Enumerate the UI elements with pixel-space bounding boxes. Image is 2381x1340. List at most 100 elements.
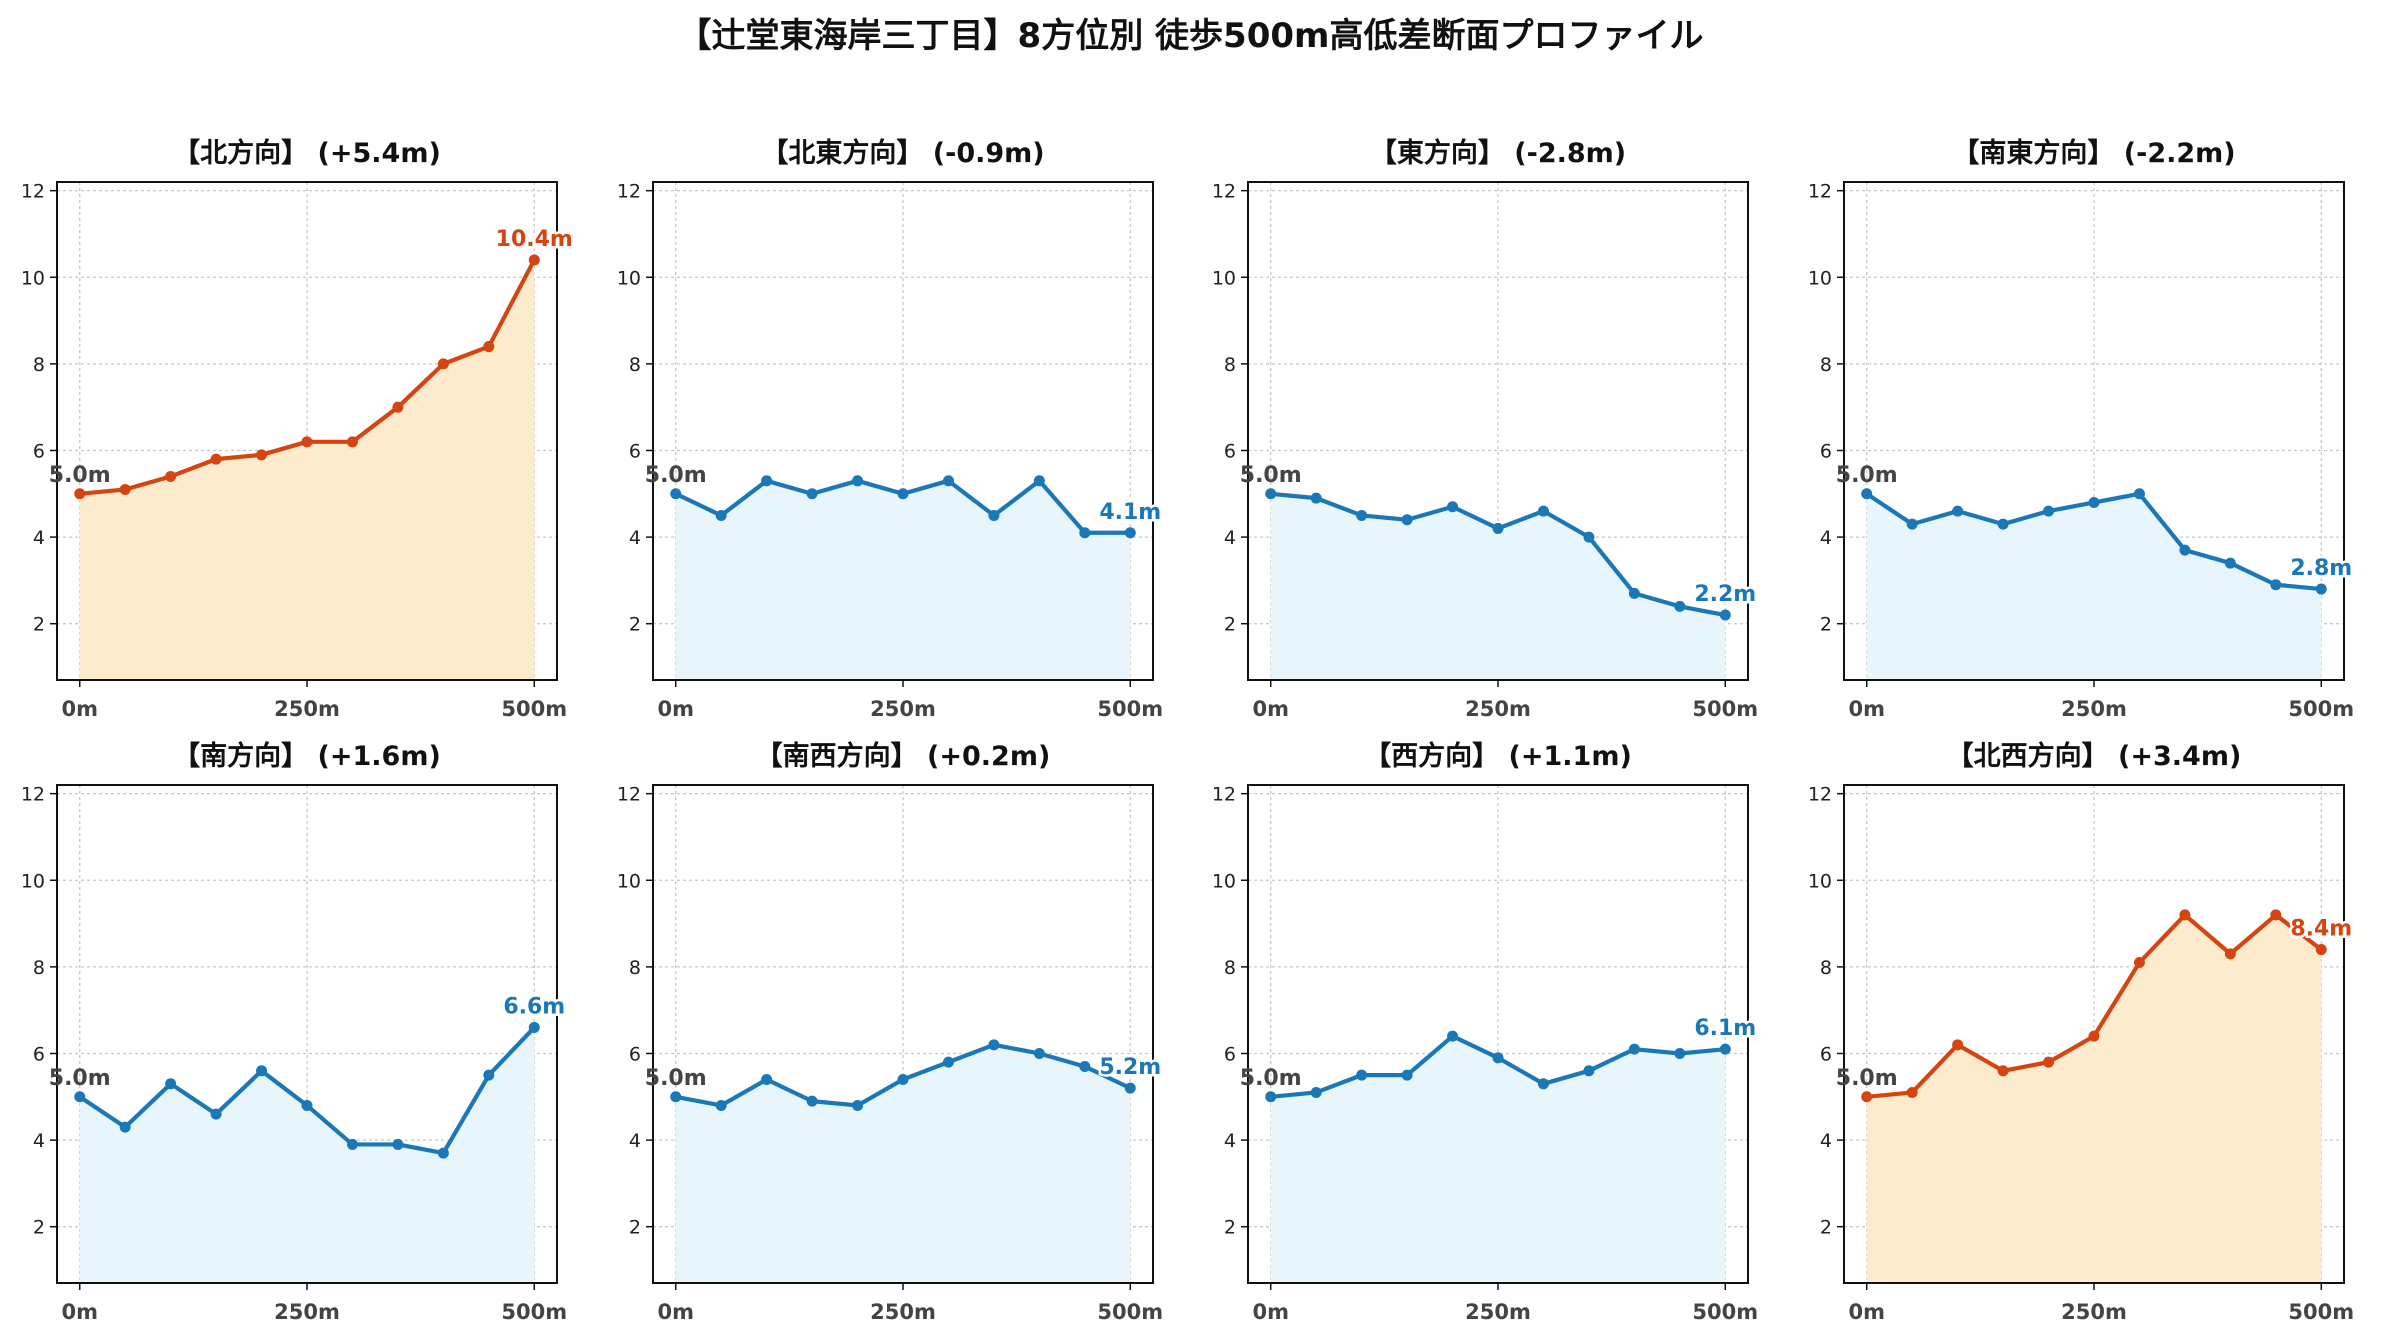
data-point <box>74 1091 86 1103</box>
data-point <box>1537 1078 1549 1090</box>
x-tick-label: 500m <box>1692 697 1758 721</box>
data-point <box>1265 1091 1277 1103</box>
chart-title: 【辻堂東海岸三丁目】8方位別 徒歩500m高低差断面プロファイル <box>677 16 1704 56</box>
y-tick-label: 4 <box>629 1130 641 1152</box>
data-point <box>715 1099 727 1111</box>
y-tick-label: 6 <box>1820 440 1832 462</box>
data-point <box>2043 1056 2055 1068</box>
data-point <box>1310 492 1322 504</box>
y-tick-label: 12 <box>21 784 45 806</box>
y-tick-label: 12 <box>617 784 641 806</box>
panel-title: 【南東方向】 (-2.2m) <box>1952 137 2235 169</box>
end-value-label: 2.8m <box>2290 556 2352 581</box>
panel-title: 【北西方向】 (+3.4m) <box>1947 740 2242 772</box>
x-tick-label: 500m <box>1097 1300 1163 1324</box>
y-tick-label: 8 <box>33 354 45 376</box>
y-tick-label: 8 <box>1224 354 1236 376</box>
data-point <box>392 401 404 413</box>
y-tick-label: 2 <box>33 1217 45 1239</box>
elevation-panel: 2 4 6 8 10 12 0m 250m 500m 【北東方向】 (-0.9m) 5.0m 4.1m <box>617 137 1164 721</box>
data-point <box>1952 1039 1964 1051</box>
y-tick-label: 12 <box>617 181 641 203</box>
start-value-label: 5.0m <box>49 463 111 488</box>
y-tick-label: 4 <box>33 1130 45 1152</box>
x-tick-label: 250m <box>274 697 340 721</box>
elevation-panel: 2 4 6 8 10 12 0m 250m 500m 【北西方向】 (+3.4m) 5.0m 8.4m <box>1808 740 2355 1324</box>
data-point <box>670 488 682 500</box>
data-point <box>2179 909 2191 921</box>
data-point <box>1861 1091 1873 1103</box>
data-point <box>74 488 86 500</box>
y-tick-label: 2 <box>1820 1217 1832 1239</box>
y-tick-label: 8 <box>1224 957 1236 979</box>
data-point <box>942 475 954 487</box>
start-value-label: 5.0m <box>1836 1066 1898 1091</box>
data-point <box>1033 475 1045 487</box>
data-point <box>1124 1082 1136 1094</box>
x-tick-label: 250m <box>1465 1300 1531 1324</box>
start-value-label: 5.0m <box>1836 463 1898 488</box>
data-point <box>1997 518 2009 530</box>
y-tick-label: 4 <box>33 527 45 549</box>
start-value-label: 5.0m <box>1240 1066 1302 1091</box>
end-value-label: 6.6m <box>503 995 565 1020</box>
data-point <box>897 1073 909 1085</box>
data-point <box>1719 609 1731 621</box>
data-point <box>1492 1052 1504 1064</box>
data-point <box>1401 514 1413 526</box>
y-tick-label: 2 <box>629 1217 641 1239</box>
y-tick-label: 6 <box>1224 1043 1236 1065</box>
y-tick-label: 10 <box>1212 267 1236 289</box>
end-value-label: 8.4m <box>2290 917 2352 942</box>
y-tick-label: 6 <box>629 440 641 462</box>
data-point <box>1537 505 1549 517</box>
data-point <box>1719 1043 1731 1055</box>
y-tick-label: 12 <box>21 181 45 203</box>
y-tick-label: 2 <box>1224 614 1236 636</box>
data-point <box>1079 527 1091 539</box>
data-point <box>1674 600 1686 612</box>
data-point <box>210 453 222 465</box>
data-point <box>528 1022 540 1034</box>
end-value-label: 6.1m <box>1694 1016 1756 1041</box>
data-point <box>670 1091 682 1103</box>
data-point <box>1124 527 1136 539</box>
panel-title: 【北方向】 (+5.4m) <box>173 137 441 169</box>
elevation-panel: 2 4 6 8 10 12 0m 250m 500m 【北方向】 (+5.4m) 5.0m 10.4m <box>21 137 576 721</box>
y-tick-label: 10 <box>21 267 45 289</box>
data-point <box>1583 1065 1595 1077</box>
data-point <box>1401 1069 1413 1081</box>
end-value-label: 2.2m <box>1694 582 1756 607</box>
data-point <box>2315 944 2327 956</box>
y-tick-label: 6 <box>1820 1043 1832 1065</box>
area-fill <box>1270 493 1726 680</box>
y-tick-label: 10 <box>1212 870 1236 892</box>
x-tick-label: 500m <box>2288 697 2354 721</box>
x-tick-label: 500m <box>2288 1300 2354 1324</box>
x-tick-label: 500m <box>501 697 567 721</box>
y-tick-label: 2 <box>629 614 641 636</box>
end-value-label: 10.4m <box>496 227 573 252</box>
data-point <box>1628 587 1640 599</box>
area-fill <box>675 480 1131 680</box>
data-point <box>1356 1069 1368 1081</box>
x-tick-label: 0m <box>1252 697 1289 721</box>
data-point <box>2224 557 2236 569</box>
data-point <box>1861 488 1873 500</box>
data-point <box>1906 518 1918 530</box>
y-tick-label: 2 <box>1820 614 1832 636</box>
data-point <box>1079 1060 1091 1072</box>
data-point <box>119 483 131 495</box>
data-point <box>1997 1065 2009 1077</box>
y-tick-label: 6 <box>33 1043 45 1065</box>
end-value-label: 5.2m <box>1099 1055 1161 1080</box>
data-point <box>392 1138 404 1150</box>
data-point <box>1447 1030 1459 1042</box>
data-point <box>437 358 449 370</box>
data-point <box>2088 1030 2100 1042</box>
elevation-panel: 2 4 6 8 10 12 0m 250m 500m 【南東方向】 (-2.2m) 5.0m 2.8m <box>1808 137 2355 721</box>
data-point <box>346 1138 358 1150</box>
x-tick-label: 0m <box>1848 1300 1885 1324</box>
data-point <box>715 509 727 521</box>
